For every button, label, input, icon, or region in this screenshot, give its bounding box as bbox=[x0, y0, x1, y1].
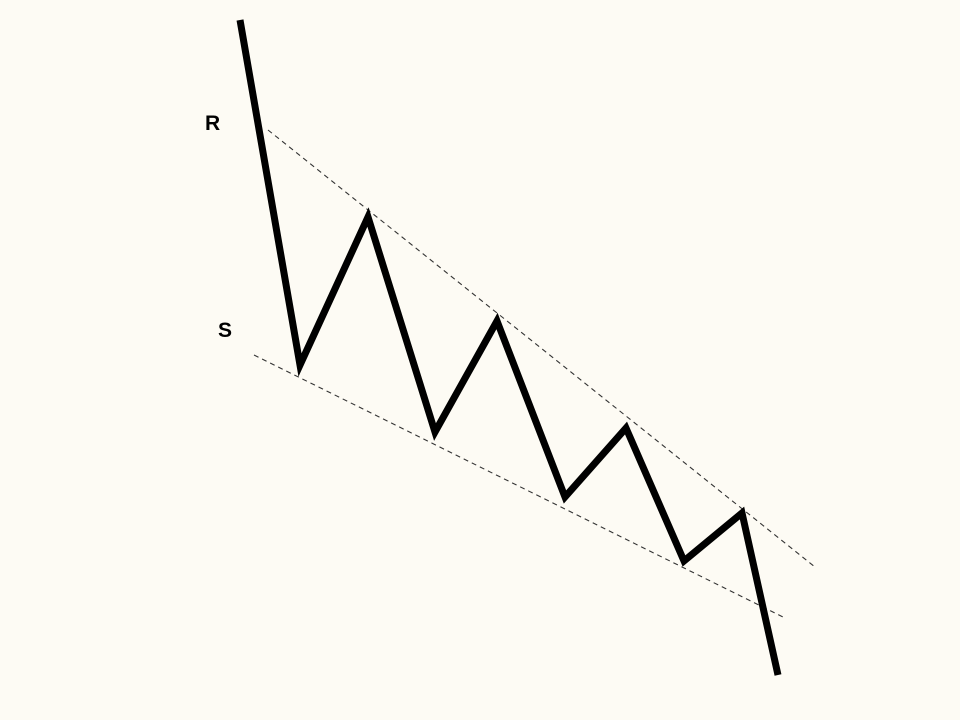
price-zigzag-line bbox=[236, 19, 782, 676]
support-trendline bbox=[253, 354, 784, 618]
support-label: S bbox=[218, 319, 232, 342]
resistance-label: R bbox=[205, 112, 220, 135]
resistance-trendline bbox=[267, 129, 816, 568]
